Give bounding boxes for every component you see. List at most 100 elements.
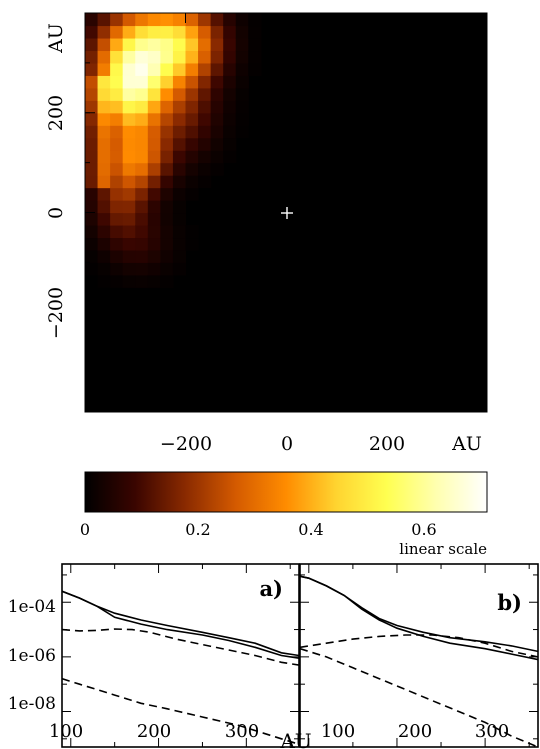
heatmap-cell (135, 249, 149, 263)
heatmap-cell (210, 50, 224, 64)
heatmap-cell (97, 50, 111, 64)
heatmap-cell (160, 137, 174, 151)
heatmap-cell (97, 175, 111, 189)
heatmap-cell (235, 62, 249, 76)
heatmap-cell (110, 274, 124, 288)
heatmap-cell (160, 262, 174, 276)
heatmap-cell (97, 125, 111, 139)
heatmap-cell (110, 125, 124, 139)
heatmap-cell (122, 224, 136, 239)
bottom-x-axis-label: AU (279, 729, 311, 749)
heatmap-cell (172, 75, 187, 89)
center-marker (281, 207, 293, 219)
heatmap-cell (122, 37, 136, 52)
heatmap-cell (135, 75, 149, 89)
heatmap-cell (135, 175, 149, 189)
heatmap-cell (172, 125, 187, 139)
heatmap-cell (85, 175, 99, 189)
heatmap-cell (248, 62, 262, 76)
heatmap-cell (135, 112, 149, 126)
heatmap-cell (147, 187, 161, 201)
colorbar-label: linear scale (399, 540, 487, 558)
panel-a-frame (61, 563, 300, 748)
heatmap-cell (235, 13, 249, 27)
panel-b-x-tick-label: 300 (475, 721, 509, 742)
heatmap-cell (122, 200, 136, 214)
heatmap-cell (85, 162, 99, 176)
heatmap-cell (147, 50, 161, 64)
heatmap-y-tick-label: 0 (45, 207, 67, 219)
heatmap-cell (198, 87, 212, 101)
series-line-3 (300, 634, 538, 658)
heatmap-cell (85, 62, 99, 76)
heatmap-cell (147, 175, 161, 189)
heatmap-cell (110, 237, 124, 251)
heatmap-cell (172, 175, 187, 189)
heatmap-cell (172, 87, 187, 101)
heatmap-cell (172, 62, 187, 76)
heatmap-cell (110, 200, 124, 214)
heatmap-cell (147, 150, 161, 164)
heatmap-cell (248, 25, 262, 39)
panel-b-x-tick-label: 100 (321, 721, 355, 742)
heatmap-cell (235, 75, 249, 89)
heatmap-cell (160, 187, 174, 201)
heatmap-cell (135, 212, 149, 226)
heatmap-cell (172, 112, 187, 126)
heatmap-cell (172, 37, 187, 52)
heatmap-cell (235, 100, 249, 114)
heatmap-cell (210, 125, 224, 139)
heatmap-cell (97, 249, 111, 263)
heatmap-cell (185, 100, 199, 114)
heatmap-cell (185, 224, 199, 239)
heatmap-cell (223, 25, 237, 39)
heatmap-cell (122, 274, 136, 288)
heatmap-cell (110, 87, 124, 101)
heatmap-cell (223, 137, 237, 151)
heatmap-cell (135, 162, 149, 176)
heatmap-cell (97, 137, 111, 151)
heatmap-cell (172, 200, 187, 214)
panel-b: b) 100 200 300 (299, 563, 539, 748)
heatmap-cell (122, 262, 136, 276)
heatmap-cell (85, 100, 99, 114)
heatmap-cell (122, 137, 136, 151)
heatmap-cell (223, 37, 237, 52)
heatmap-y-tick-label: 200 (45, 95, 67, 131)
colorbar-gradient (84, 471, 488, 513)
heatmap-cell (122, 13, 136, 27)
heatmap-cell (198, 125, 212, 139)
heatmap-cell (122, 125, 136, 139)
heatmap-cell (110, 262, 124, 276)
heatmap-cell (223, 87, 237, 101)
heatmap-cell (147, 274, 161, 288)
heatmap-cell (210, 150, 224, 164)
heatmap-cell (172, 162, 187, 176)
series-line-4 (62, 677, 299, 746)
colorbar-tick-label: 0.6 (411, 520, 436, 539)
heatmap-cell (198, 137, 212, 151)
heatmap-cell (85, 262, 99, 276)
heatmap-cell (97, 75, 111, 89)
heatmap-cell (147, 75, 161, 89)
heatmap-cell (135, 37, 149, 52)
heatmap-cell (97, 187, 111, 201)
heatmap-cell (172, 137, 187, 151)
heatmap-cell (85, 150, 99, 164)
heatmap-cell (235, 112, 249, 126)
heatmap-cell (172, 237, 187, 251)
heatmap-cell (110, 212, 124, 226)
heatmap-cell (85, 13, 99, 27)
heatmap-cell (210, 25, 224, 39)
heatmap-cell (185, 125, 199, 139)
heatmap-cell (160, 212, 174, 226)
heatmap-cell (235, 25, 249, 39)
heatmap-cell (198, 100, 212, 114)
heatmap-cell (172, 262, 187, 276)
series-line-3 (62, 628, 299, 666)
heatmap-cell (147, 224, 161, 239)
heatmap-cell (97, 112, 111, 126)
heatmap-cell (135, 262, 149, 276)
heatmap-cell (122, 112, 136, 126)
heatmap-cell (210, 75, 224, 89)
